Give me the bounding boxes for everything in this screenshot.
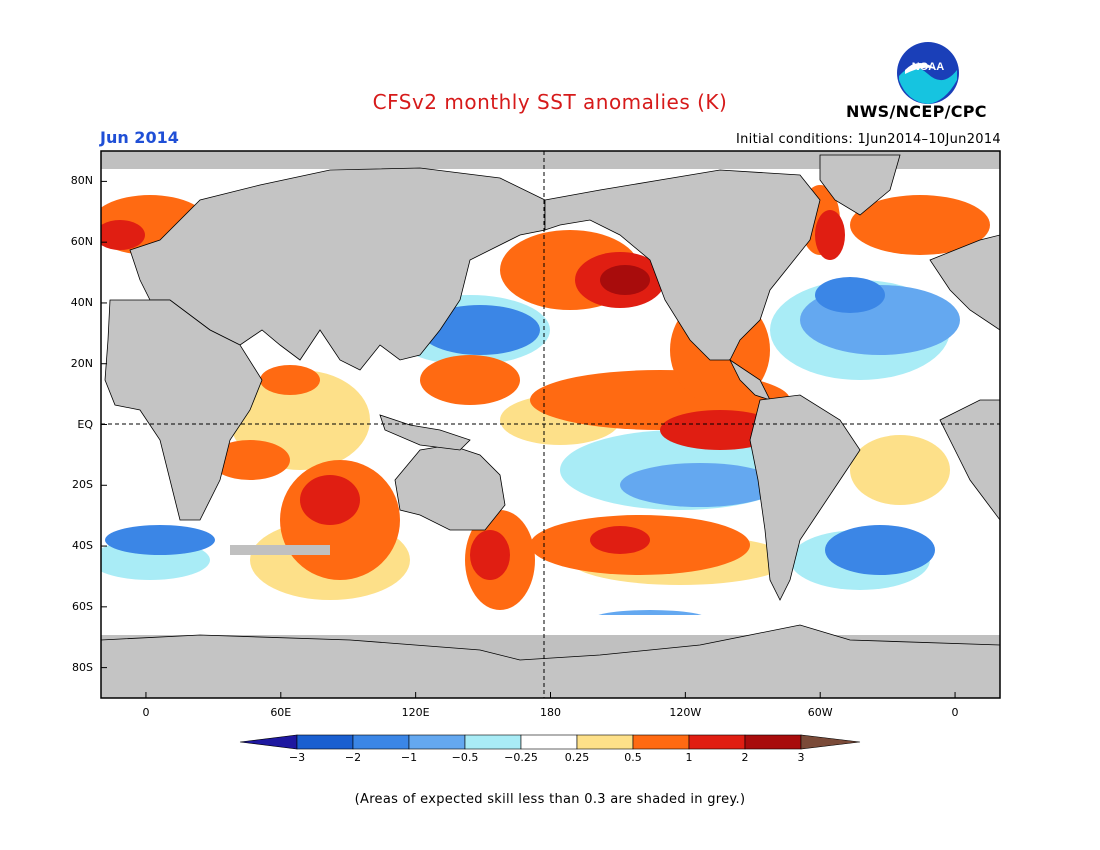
lat-label: 80N — [70, 174, 93, 188]
lon-label: 0 — [142, 706, 150, 719]
colorbar-box — [688, 734, 746, 750]
initial-conditions: Initial conditions: 1Jun2014–10Jun2014 — [735, 132, 1001, 147]
noaa-logo-text: NOAA — [912, 61, 944, 73]
lon-label: 180 — [540, 706, 561, 719]
lon-label: 60E — [270, 706, 292, 719]
lon-label: 0 — [951, 706, 959, 719]
anomaly-fields — [101, 185, 990, 630]
lat-label: 20S — [72, 478, 93, 492]
colorbar-label: 0.5 — [624, 751, 642, 764]
colorbar-box — [464, 734, 522, 750]
forecast-month: Jun 2014 — [100, 128, 179, 147]
colorbar-label: −0.5 — [451, 751, 479, 764]
lon-label: 60W — [807, 706, 833, 719]
lat-label: EQ — [77, 417, 93, 431]
lat-label: 40S — [72, 539, 93, 553]
lon-label: 120W — [669, 706, 702, 719]
lat-label: 40N — [70, 295, 93, 309]
colorbar-label: −2 — [344, 751, 362, 764]
lat-label: 20N — [70, 356, 93, 370]
lat-label: 60S — [72, 599, 93, 613]
colorbar-box — [408, 734, 466, 750]
colorbar-label: −0.25 — [504, 751, 538, 764]
noaa-logo-icon: NOAA — [895, 40, 961, 110]
land-masses — [101, 154, 1000, 698]
colorbar-box — [352, 734, 410, 750]
axis-ticks — [101, 180, 956, 698]
colorbar-label: −1 — [400, 751, 418, 764]
colorbar-label: −3 — [288, 751, 306, 764]
colorbar — [239, 734, 861, 750]
lat-label: 60N — [70, 235, 93, 249]
colorbar-arrow-high — [800, 734, 861, 750]
colorbar-label: 2 — [741, 751, 749, 764]
colorbar-label: 0.25 — [564, 751, 590, 764]
colorbar-box — [744, 734, 802, 750]
lat-label: 80S — [72, 660, 93, 674]
colorbar-box — [632, 734, 690, 750]
agency-label: NWS/NCEP/CPC — [846, 102, 987, 121]
colorbar-arrow-low — [239, 734, 298, 750]
colorbar-label: 1 — [685, 751, 693, 764]
chart-title: CFSv2 monthly SST anomalies (K) — [372, 90, 728, 114]
colorbar-box — [520, 734, 578, 750]
colorbar-box — [296, 734, 354, 750]
footnote: (Areas of expected skill less than 0.3 a… — [354, 792, 746, 807]
colorbar-label: 3 — [797, 751, 805, 764]
lon-label: 120E — [401, 706, 430, 719]
colorbar-box — [576, 734, 634, 750]
